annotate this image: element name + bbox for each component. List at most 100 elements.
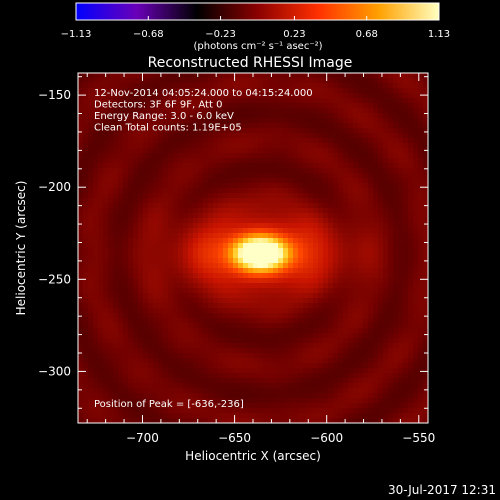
heatmap-cell (363, 98, 369, 104)
heatmap-cell (313, 88, 319, 94)
heatmap-cell (368, 133, 374, 139)
heatmap-cell (108, 173, 114, 179)
heatmap-cell (93, 253, 99, 259)
heatmap-cell (363, 213, 369, 219)
heatmap-cell (238, 83, 244, 89)
heatmap-cell (98, 418, 104, 423)
heatmap-cell (213, 403, 219, 409)
heatmap-cell (98, 268, 104, 274)
heatmap-cell (378, 173, 384, 179)
heatmap-cell (333, 303, 339, 309)
heatmap-cell (163, 218, 169, 224)
heatmap-cell (308, 388, 314, 394)
heatmap-cell (253, 208, 259, 214)
heatmap-cell (308, 338, 314, 344)
heatmap-cell (333, 138, 339, 144)
heatmap-cell (323, 108, 329, 114)
heatmap-cell (338, 133, 344, 139)
heatmap-cell (183, 198, 189, 204)
heatmap-cell (153, 198, 159, 204)
heatmap-cell (158, 308, 164, 314)
heatmap-cell (143, 113, 149, 119)
heatmap-cell (123, 193, 129, 199)
heatmap-cell (258, 328, 264, 334)
heatmap-cell (198, 408, 204, 414)
heatmap-cell (178, 353, 184, 359)
heatmap-cell (208, 118, 214, 124)
heatmap-cell (293, 308, 299, 314)
heatmap-cell (418, 293, 424, 299)
heatmap-cell (118, 258, 124, 264)
heatmap-cell (258, 138, 264, 144)
heatmap-cell (238, 118, 244, 124)
heatmap-cell (258, 113, 264, 119)
heatmap-cell (358, 418, 364, 423)
heatmap-cell (148, 223, 154, 229)
heatmap-cell (383, 128, 389, 134)
heatmap-cell (298, 243, 304, 249)
heatmap-cell (333, 238, 339, 244)
heatmap-cell (88, 363, 94, 369)
heatmap-cell (128, 268, 134, 274)
heatmap-cell (378, 408, 384, 414)
heatmap-cell (293, 73, 299, 79)
heatmap-cell (233, 83, 239, 89)
heatmap-cell (338, 233, 344, 239)
heatmap-cell (393, 193, 399, 199)
heatmap-cell (118, 183, 124, 189)
heatmap-cell (88, 308, 94, 314)
heatmap-cell (398, 173, 404, 179)
heatmap-cell (293, 383, 299, 389)
heatmap-cell (133, 243, 139, 249)
heatmap-cell (358, 333, 364, 339)
heatmap-cell (223, 153, 229, 159)
heatmap-cell (218, 233, 224, 239)
heatmap-cell (228, 213, 234, 219)
heatmap-cell (143, 388, 149, 394)
heatmap-cell (183, 388, 189, 394)
heatmap-cell (133, 163, 139, 169)
heatmap-cell (333, 118, 339, 124)
heatmap-cell (123, 148, 129, 154)
heatmap-cell (323, 228, 329, 234)
heatmap-cell (413, 93, 419, 99)
heatmap-cell (353, 158, 359, 164)
heatmap-cell (183, 153, 189, 159)
heatmap-cell (383, 148, 389, 154)
heatmap-cell (138, 338, 144, 344)
heatmap-cell (393, 363, 399, 369)
heatmap-cell (213, 193, 219, 199)
heatmap-cell (268, 203, 274, 209)
heatmap-cell (303, 88, 309, 94)
heatmap-cell (368, 258, 374, 264)
heatmap-cell (118, 333, 124, 339)
heatmap-cell (253, 193, 259, 199)
heatmap-cell (328, 243, 334, 249)
heatmap-cell (173, 298, 179, 304)
heatmap-cell (278, 198, 284, 204)
heatmap-cell (418, 298, 424, 304)
heatmap-cell (323, 83, 329, 89)
heatmap-cell (273, 108, 279, 114)
heatmap-cell (198, 253, 204, 259)
heatmap-cell (288, 233, 294, 239)
heatmap-cell (353, 233, 359, 239)
heatmap-cell (193, 198, 199, 204)
heatmap-cell (403, 93, 409, 99)
heatmap-cell (268, 303, 274, 309)
heatmap-cell (153, 218, 159, 224)
heatmap-cell (333, 243, 339, 249)
heatmap-cell (328, 173, 334, 179)
heatmap-cell (378, 153, 384, 159)
heatmap-cell (283, 308, 289, 314)
heatmap-cell (378, 138, 384, 144)
heatmap-cell (178, 83, 184, 89)
heatmap-cell (203, 378, 209, 384)
heatmap-cell (273, 103, 279, 109)
heatmap-cell (423, 298, 428, 304)
heatmap-cell (408, 343, 414, 349)
heatmap-cell (138, 73, 144, 79)
heatmap-cell (298, 138, 304, 144)
heatmap-cell (78, 98, 84, 104)
heatmap-cell (403, 128, 409, 134)
